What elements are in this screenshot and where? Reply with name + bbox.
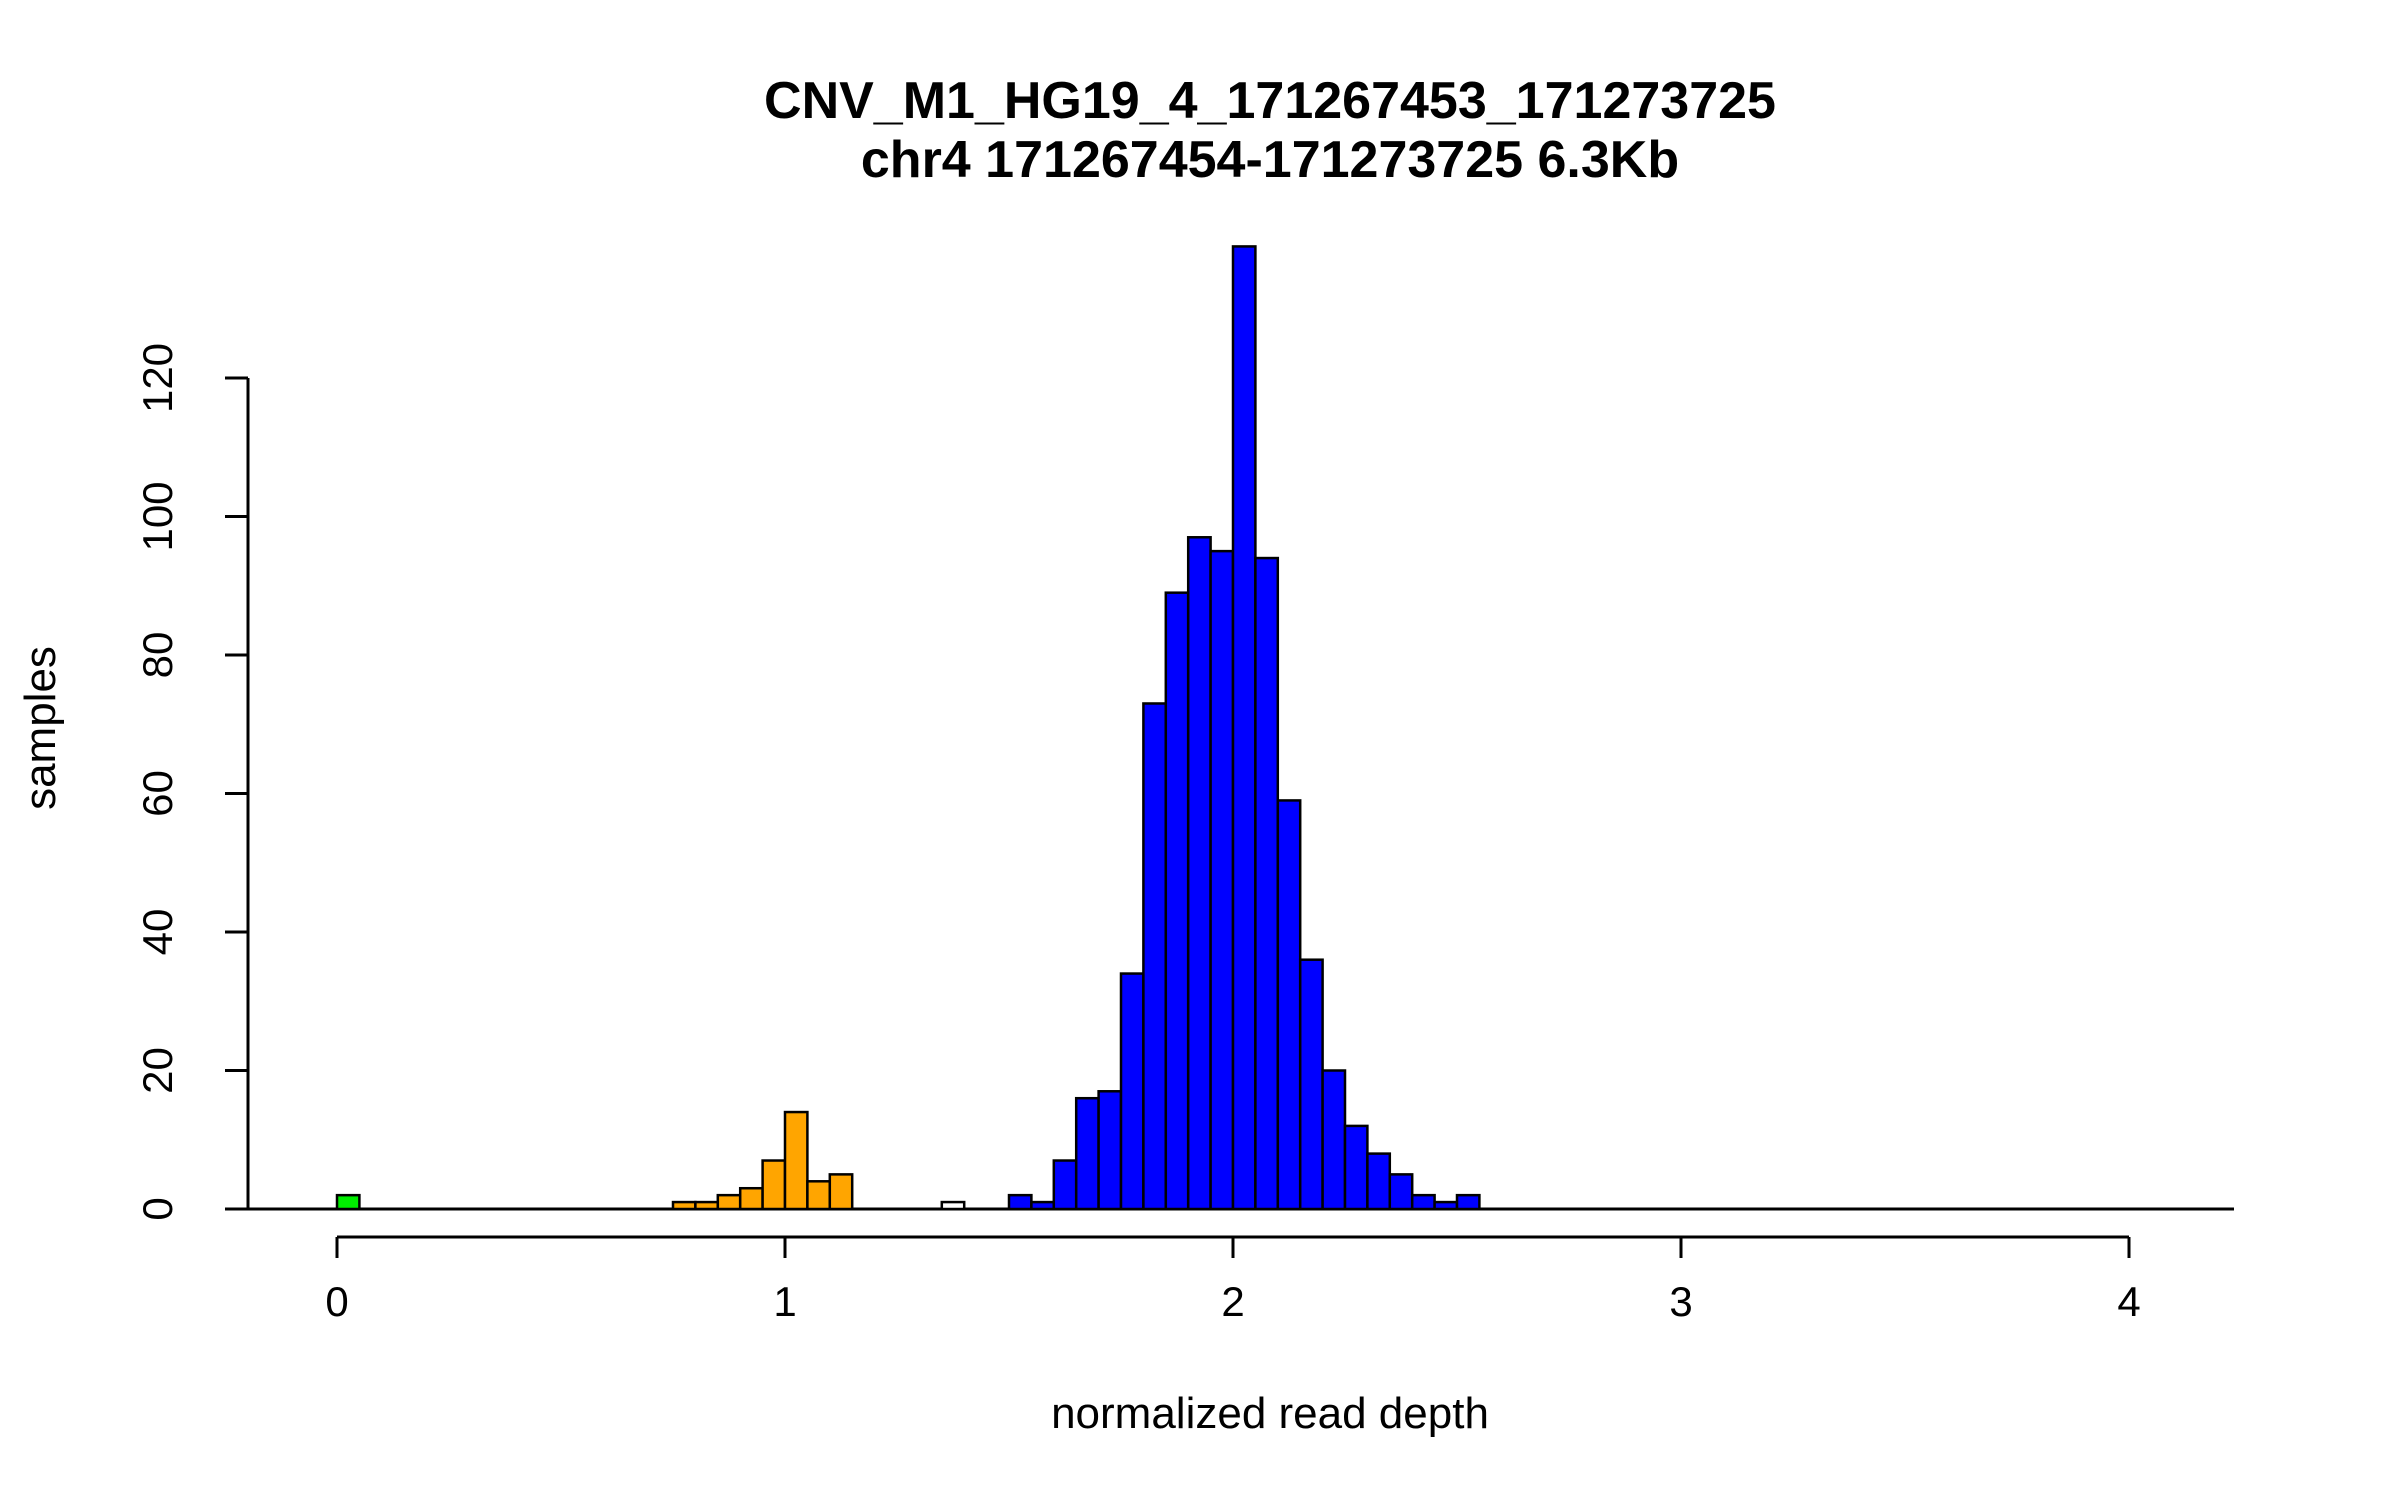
histogram-bar xyxy=(1119,972,1145,1211)
y-tick-label: 60 xyxy=(134,770,181,817)
histogram-bar xyxy=(694,1200,720,1211)
histogram-bar xyxy=(1254,556,1280,1211)
histogram-bar xyxy=(1142,702,1168,1211)
histogram-bar xyxy=(1007,1193,1033,1211)
histogram-bar xyxy=(1433,1200,1459,1211)
x-tick-label: 1 xyxy=(773,1278,796,1325)
histogram-bar xyxy=(1276,799,1302,1211)
histogram-bar xyxy=(1321,1069,1347,1211)
y-tick-label: 0 xyxy=(134,1197,181,1220)
y-tick-label: 120 xyxy=(134,343,181,413)
histogram-bar xyxy=(1209,549,1235,1211)
histogram-bar xyxy=(761,1159,787,1211)
y-tick-label: 40 xyxy=(134,909,181,956)
histogram-bar xyxy=(1343,1124,1369,1211)
y-tick-label: 80 xyxy=(134,632,181,679)
y-axis-label: samples xyxy=(16,646,65,810)
histogram-bar xyxy=(940,1200,966,1211)
histogram-bar xyxy=(1455,1193,1481,1211)
histogram-bar xyxy=(1366,1152,1392,1211)
histogram-bar xyxy=(1097,1090,1123,1211)
x-tick-label: 0 xyxy=(325,1278,348,1325)
chart-title: CNV_M1_HG19_4_171267453_171273725 xyxy=(764,72,1776,130)
histogram-bar xyxy=(1388,1173,1414,1211)
histogram-bar xyxy=(1164,591,1190,1211)
x-axis-label: normalized read depth xyxy=(1051,1389,1489,1438)
histogram-bar xyxy=(1052,1159,1078,1211)
histogram-bar xyxy=(806,1180,832,1211)
histogram-bar xyxy=(783,1110,809,1211)
bars-group xyxy=(335,245,1481,1211)
histogram-bar xyxy=(335,1193,361,1211)
histogram-bar xyxy=(1074,1096,1100,1211)
histogram-bar xyxy=(1410,1193,1436,1211)
chart-subtitle: chr4 171267454-171273725 6.3Kb xyxy=(861,131,1679,189)
histogram-bar xyxy=(1030,1200,1056,1211)
y-tick-label: 100 xyxy=(134,481,181,551)
x-tick-label: 4 xyxy=(2117,1278,2140,1325)
y-tick-label: 20 xyxy=(134,1047,181,1094)
histogram-bar xyxy=(738,1186,764,1211)
histogram-bar xyxy=(716,1193,742,1211)
x-tick-label: 2 xyxy=(1221,1278,1244,1325)
histogram-bar xyxy=(1298,958,1324,1211)
histogram-bar xyxy=(1231,245,1257,1211)
histogram-bar xyxy=(1186,536,1212,1211)
x-tick-label: 3 xyxy=(1669,1278,1692,1325)
histogram-bar xyxy=(671,1200,697,1211)
histogram-bar xyxy=(828,1173,854,1211)
